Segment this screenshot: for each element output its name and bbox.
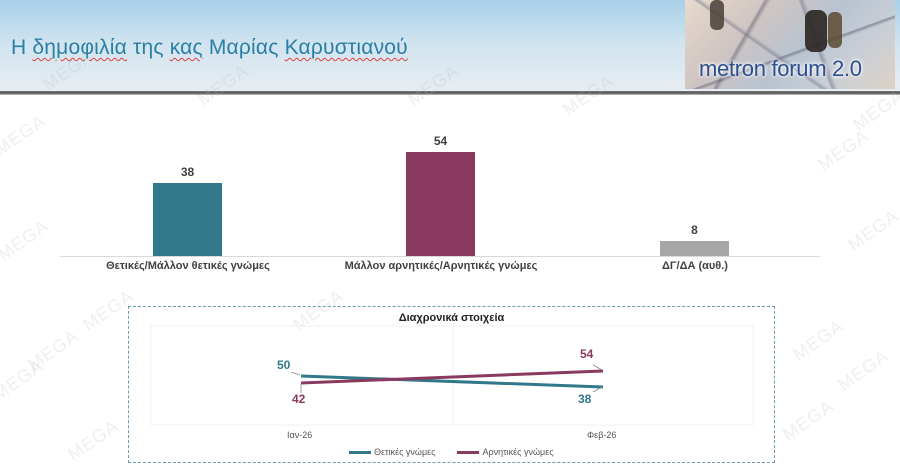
title-part: κας [169, 36, 203, 59]
watermark: MEGA [789, 315, 848, 365]
bar-label-dk: ΔΓ/ΔΑ (αυθ.) [662, 260, 728, 272]
metron-forum-logo: metron forum 2.0 [685, 0, 895, 89]
logo-figure [710, 0, 724, 30]
data-label-positive-end: 38 [578, 392, 592, 406]
legend-label-positive: Θετικές γνώμες [374, 447, 436, 457]
line-chart-box: Διαχρονικά στοιχεία 50 42 54 38 Ιαν-26 Φ… [128, 306, 775, 463]
watermark: MEGA [0, 355, 48, 405]
bar-value-positive: 38 [180, 165, 195, 179]
bar-chart: 38 Θετικές/Μάλλον θετικές γνώμες 54 Μάλλ… [0, 95, 900, 295]
title-part: της [126, 36, 170, 59]
data-label-negative-start: 42 [292, 392, 306, 406]
bar-value-negative: 54 [433, 134, 448, 148]
watermark: MEGA [64, 415, 123, 465]
logo-figure [828, 12, 842, 48]
bar-chart-baseline [60, 256, 820, 257]
legend-label-negative: Αρνητικές γνώμες [482, 447, 554, 457]
watermark: MEGA [834, 345, 893, 395]
line-chart-title: Διαχρονικά στοιχεία [398, 312, 505, 324]
page-title: Η δημοφιλία της κας Μαρίας Καρυστιανού [11, 36, 408, 60]
slide-header: Η δημοφιλία της κας Μαρίας Καρυστιανού m… [0, 0, 900, 93]
x-label-feb: Φεβ-26 [587, 430, 617, 440]
header-divider [0, 91, 900, 95]
title-part: Καρυστιανού [284, 36, 408, 59]
legend-swatch-negative [457, 450, 480, 454]
bar-label-positive: Θετικές/Μάλλον θετικές γνώμες [106, 260, 270, 272]
bar-positive [153, 183, 222, 256]
title-part: Μαρίας [202, 36, 285, 59]
bar-negative [406, 152, 475, 256]
data-label-positive-start: 50 [277, 358, 291, 372]
bar-dk [660, 241, 729, 256]
watermark: MEGA [24, 325, 83, 375]
logo-text: metron forum 2.0 [699, 56, 862, 81]
line-chart-plot [150, 325, 754, 426]
bar-value-dk: 8 [691, 223, 698, 237]
x-label-jan: Ιαν-26 [287, 430, 313, 440]
watermark: MEGA [779, 395, 838, 445]
legend-swatch-positive [349, 450, 371, 454]
title-part: Η [11, 36, 33, 59]
line-chart-legend: Θετικές γνώμες Αρνητικές γνώμες [349, 447, 554, 457]
bar-label-negative: Μάλλον αρνητικές/Αρνητικές γνώμες [344, 260, 538, 272]
title-part: δημοφιλία [32, 36, 127, 59]
legend-item-positive: Θετικές γνώμες [349, 447, 435, 457]
data-label-negative-end: 54 [580, 347, 594, 361]
legend-item-negative: Αρνητικές γνώμες [457, 447, 554, 457]
logo-figure [805, 10, 827, 52]
